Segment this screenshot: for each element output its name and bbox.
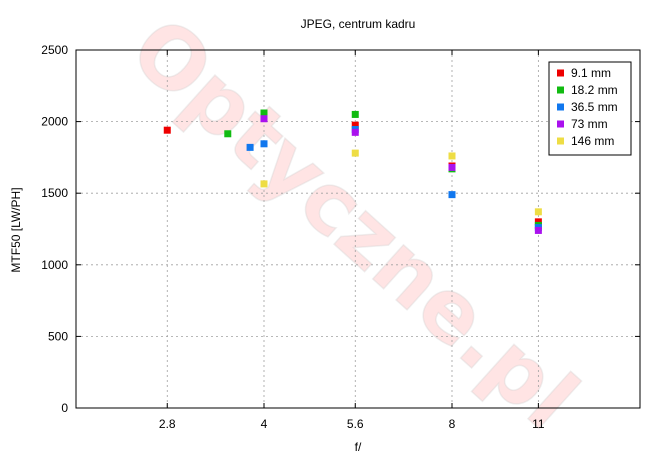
data-point (260, 180, 268, 188)
data-point (351, 110, 359, 118)
x-axis-label: f/ (355, 440, 362, 454)
y-tick-label: 2000 (41, 115, 68, 129)
data-point (448, 152, 456, 160)
grid (76, 50, 640, 408)
data-point (260, 115, 268, 123)
data-point (351, 149, 359, 157)
data-point (163, 126, 171, 134)
legend-label: 36.5 mm (571, 100, 618, 114)
plot-frame (75, 49, 641, 409)
y-tick-label: 1000 (41, 258, 68, 272)
data-point (260, 109, 268, 117)
tick-labels: 0 500 1000 1500 2000 2500 2.8 4 5.6 8 11 (41, 43, 545, 431)
y-tick-label: 500 (48, 329, 68, 343)
data-point (351, 121, 359, 129)
x-tick-label: 11 (532, 417, 545, 431)
data-point (246, 143, 254, 151)
data-point (534, 218, 542, 226)
y-tick-label: 2500 (41, 43, 68, 57)
y-tick-label: 0 (61, 401, 68, 415)
legend-label: 9.1 mm (571, 66, 611, 80)
legend-swatch (557, 69, 564, 77)
legend-swatch (557, 120, 564, 128)
data-points (163, 109, 542, 234)
legend-swatch (557, 103, 564, 111)
data-point (534, 226, 542, 234)
y-tick-label: 1500 (41, 186, 68, 200)
x-tick-label: 8 (449, 417, 456, 431)
axes (75, 49, 641, 409)
x-tick-label: 4 (261, 417, 268, 431)
legend-swatch (557, 137, 564, 145)
legend-label: 73 mm (571, 117, 608, 131)
y-axis-label: MTF50 [LW/PH] (9, 187, 23, 272)
data-point (448, 163, 456, 171)
chart-title: JPEG, centrum kadru (301, 17, 416, 31)
data-point (534, 208, 542, 216)
data-point (448, 191, 456, 199)
data-point (224, 130, 232, 138)
x-tick-label: 5.6 (347, 417, 364, 431)
data-point (351, 128, 359, 136)
legend-swatch (557, 86, 564, 94)
legend-label: 146 mm (571, 134, 614, 148)
legend-label: 18.2 mm (571, 83, 618, 97)
legend: 9.1 mm 18.2 mm 36.5 mm 73 mm 146 mm (548, 61, 632, 156)
data-point (260, 140, 268, 148)
x-tick-label: 2.8 (159, 417, 176, 431)
